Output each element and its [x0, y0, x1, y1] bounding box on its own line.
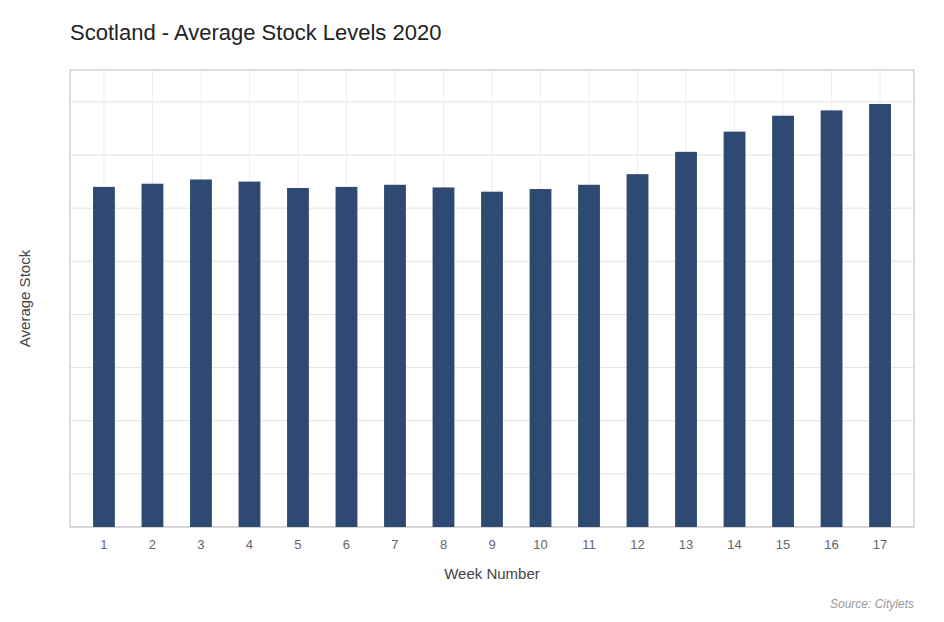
- x-tick-label: 2: [149, 537, 156, 552]
- bar: [821, 110, 843, 527]
- x-tick-label: 3: [197, 537, 204, 552]
- bar: [93, 187, 115, 527]
- bar: [481, 192, 503, 527]
- x-axis-label: Week Number: [444, 565, 540, 582]
- chart-svg: 1234567891011121314151617Scotland - Aver…: [0, 0, 944, 622]
- y-axis-label: Average Stock: [16, 249, 33, 347]
- x-tick-label: 9: [488, 537, 495, 552]
- x-tick-label: 13: [679, 537, 693, 552]
- title: Scotland - Average Stock Levels 2020: [70, 20, 441, 45]
- x-tick-label: 14: [727, 537, 741, 552]
- chart-container: 1234567891011121314151617Scotland - Aver…: [0, 0, 944, 622]
- x-tick-label: 4: [246, 537, 253, 552]
- bar: [772, 116, 794, 527]
- x-tick-label: 12: [630, 537, 644, 552]
- x-tick-label: 15: [776, 537, 790, 552]
- bar: [287, 188, 309, 527]
- bar: [142, 184, 164, 527]
- bar: [724, 132, 746, 527]
- x-tick-label: 11: [582, 537, 596, 552]
- x-tick-label: 8: [440, 537, 447, 552]
- bar: [578, 185, 600, 527]
- x-tick-label: 6: [343, 537, 350, 552]
- texts: 1234567891011121314151617Scotland - Aver…: [16, 20, 914, 611]
- bar: [336, 187, 358, 527]
- bar: [675, 152, 697, 527]
- source-note: Source: Citylets: [830, 597, 914, 611]
- x-tick-label: 1: [100, 537, 107, 552]
- x-tick-label: 17: [873, 537, 887, 552]
- bar: [239, 182, 261, 527]
- bar: [384, 185, 406, 527]
- bars: [93, 104, 891, 527]
- bar: [190, 179, 212, 527]
- x-tick-label: 7: [391, 537, 398, 552]
- plot-frame: [70, 70, 914, 527]
- x-tick-label: 10: [533, 537, 547, 552]
- bar: [627, 174, 649, 527]
- bar: [869, 104, 891, 527]
- grid: [70, 70, 914, 527]
- bar: [433, 187, 455, 527]
- bar: [530, 189, 552, 527]
- x-tick-label: 16: [824, 537, 838, 552]
- x-tick-label: 5: [294, 537, 301, 552]
